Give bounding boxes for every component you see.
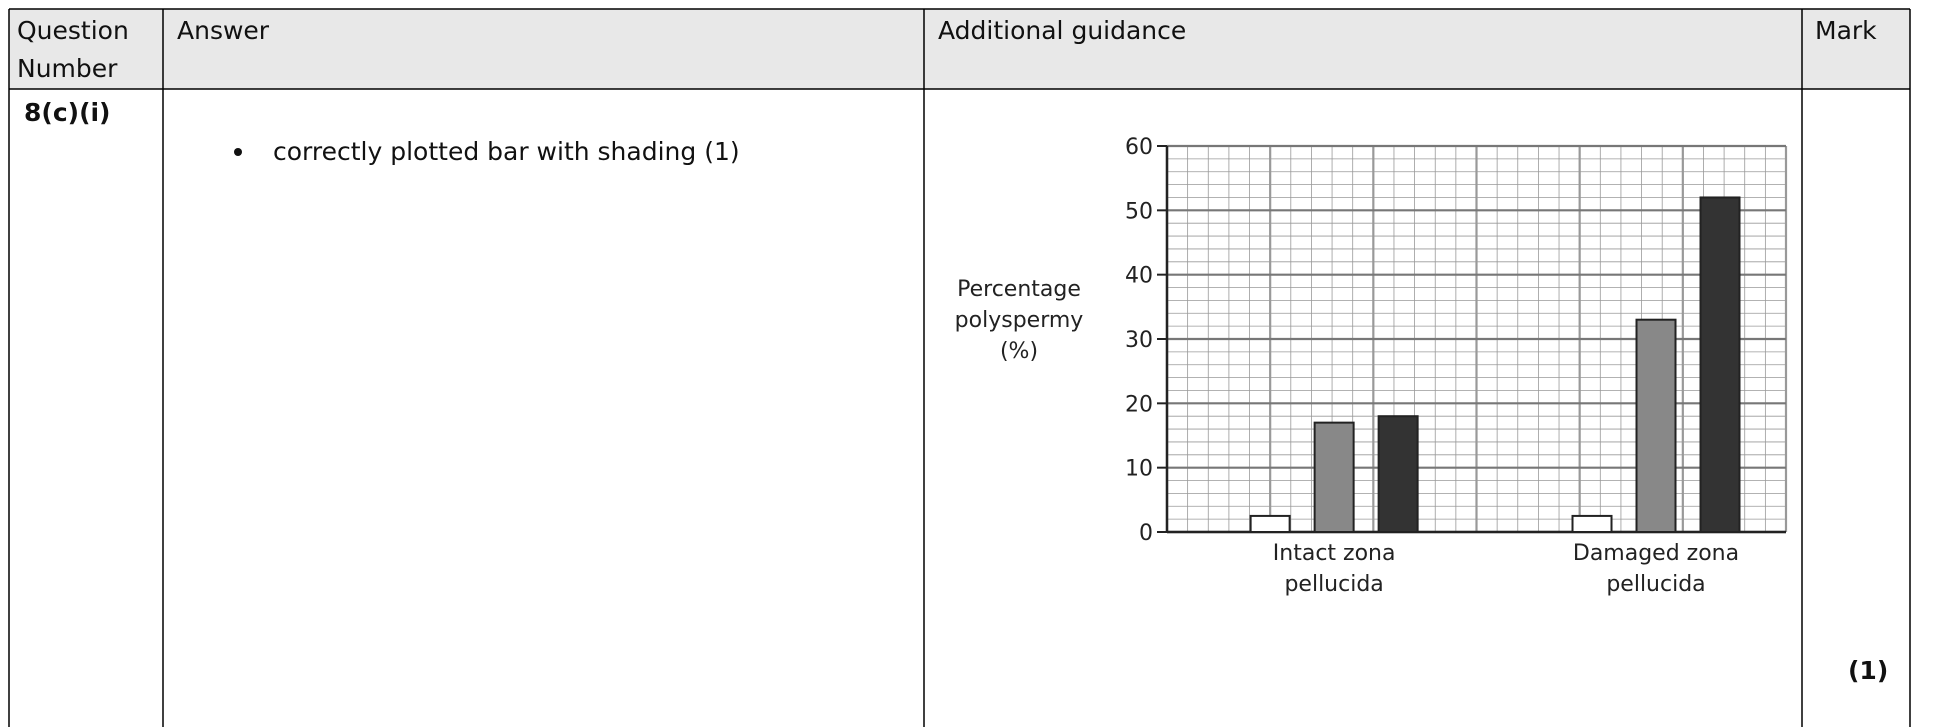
- y-tick-label: 10: [1125, 457, 1153, 482]
- y-tick-label: 50: [1125, 199, 1153, 224]
- header-background: [9, 9, 1910, 89]
- y-axis-label: Percentage polyspermy (%): [954, 277, 1084, 364]
- x-tick-label: Intact zona pellucida: [1272, 541, 1396, 597]
- table-borders: [8, 8, 1911, 727]
- bar: [1699, 196, 1741, 533]
- y-tick-label: 30: [1125, 328, 1153, 353]
- bar: [1377, 415, 1419, 534]
- header-cell: Question Number: [17, 16, 129, 83]
- bar: [1635, 318, 1677, 534]
- mark: (1): [1848, 656, 1889, 685]
- answer-point: correctly plotted bar with shading (1): [273, 137, 740, 166]
- question-number: 8(c)(i): [24, 98, 111, 127]
- header-cell: Answer: [177, 16, 270, 45]
- bar: [1571, 514, 1613, 534]
- bar: [1249, 514, 1291, 534]
- bullet: [234, 148, 242, 156]
- x-tick-label: Damaged zona pellucida: [1572, 541, 1740, 597]
- y-tick-label: 60: [1125, 135, 1153, 160]
- header-cell: Additional guidance: [938, 16, 1187, 45]
- y-tick-label: 0: [1139, 521, 1153, 546]
- y-tick-label: 20: [1125, 392, 1153, 417]
- header-cell: Mark: [1815, 16, 1877, 45]
- y-tick-label: 40: [1125, 264, 1153, 289]
- bar: [1313, 421, 1355, 533]
